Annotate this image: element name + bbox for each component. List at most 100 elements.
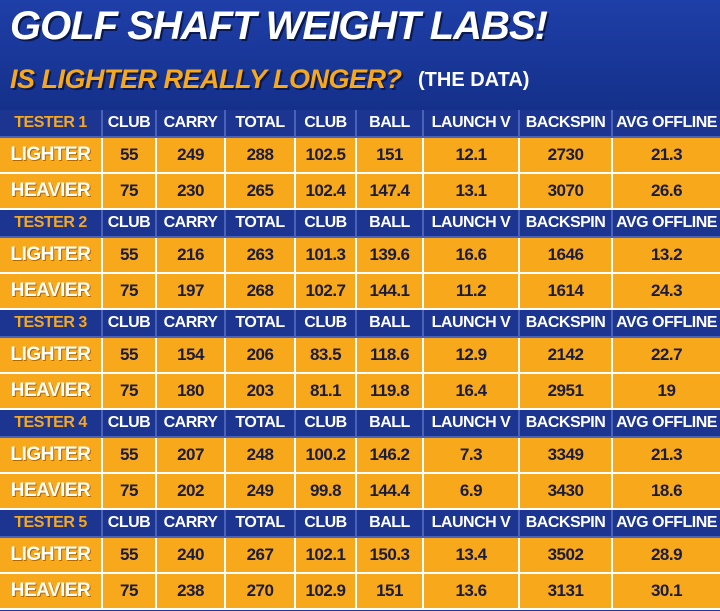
column-header: CARRY [157,210,226,238]
data-cell: 268 [226,274,296,310]
data-cell: 249 [226,474,296,510]
data-cell: 267 [226,538,296,574]
data-cell: 24.3 [613,274,720,310]
group-header-row: TESTER 1 CLUB CARRY TOTAL CLUB BALL LAUNCH V BA… [0,110,720,138]
column-header: TOTAL [226,410,296,438]
data-cell: 3349 [520,438,613,474]
tester-label: TESTER 5 [0,510,103,538]
group-header-row: TESTER 3 CLUB CARRY TOTAL CLUB BALL LAUNCH V BA… [0,310,720,338]
row-label: LIGHTER [0,538,103,574]
data-cell: 102.1 [296,538,357,574]
column-header: AVG OFFLINE [613,110,720,138]
tester-label: TESTER 3 [0,310,103,338]
data-cell: 16.6 [424,238,520,274]
data-cell: 102.5 [296,138,357,174]
column-header: BACKSPIN [520,210,613,238]
column-header: BALL [357,410,424,438]
data-cell: 3502 [520,538,613,574]
data-cell: 13.4 [424,538,520,574]
column-header: AVG OFFLINE [613,410,720,438]
data-cell: 3430 [520,474,613,510]
data-cell: 118.6 [357,338,424,374]
column-header: CARRY [157,110,226,138]
data-cell: 202 [157,474,226,510]
data-row: HEAVIER 75 197 268 102.7 144.1 11.2 1614 24.3 [0,274,720,310]
data-cell: 197 [157,274,226,310]
data-row: LIGHTER 55 216 263 101.3 139.6 16.6 1646 13.2 [0,238,720,274]
tester-label: TESTER 4 [0,410,103,438]
data-cell: 55 [103,538,157,574]
column-header: LAUNCH V [424,510,520,538]
data-cell: 144.1 [357,274,424,310]
column-header: LAUNCH V [424,110,520,138]
data-cell: 2730 [520,138,613,174]
data-cell: 30.1 [613,574,720,610]
data-cell: 206 [226,338,296,374]
group-header-row: TESTER 4 CLUB CARRY TOTAL CLUB BALL LAUNCH V BA… [0,410,720,438]
data-cell: 11.2 [424,274,520,310]
data-cell: 144.4 [357,474,424,510]
data-row: HEAVIER 75 238 270 102.9 151 13.6 3131 30.1 [0,574,720,610]
data-cell: 2142 [520,338,613,374]
data-cell: 249 [157,138,226,174]
data-cell: 154 [157,338,226,374]
data-cell: 12.1 [424,138,520,174]
data-cell: 101.3 [296,238,357,274]
data-cell: 146.2 [357,438,424,474]
data-cell: 238 [157,574,226,610]
data-cell: 102.9 [296,574,357,610]
header: GOLF SHAFT WEIGHT LABS! IS LIGHTER REALL… [0,0,720,110]
data-row: LIGHTER 55 207 248 100.2 146.2 7.3 3349 21.3 [0,438,720,474]
data-cell: 270 [226,574,296,610]
column-header: CLUB [103,510,157,538]
data-cell: 26.6 [613,174,720,210]
row-label: LIGHTER [0,338,103,374]
tester-label: TESTER 2 [0,210,103,238]
column-header: LAUNCH V [424,310,520,338]
data-cell: 55 [103,438,157,474]
data-cell: 75 [103,474,157,510]
data-row: HEAVIER 75 202 249 99.8 144.4 6.9 3430 18.6 [0,474,720,510]
row-label: HEAVIER [0,374,103,410]
data-cell: 3131 [520,574,613,610]
data-cell: 18.6 [613,474,720,510]
row-label: HEAVIER [0,274,103,310]
group-header-row: TESTER 2 CLUB CARRY TOTAL CLUB BALL LAUNCH V BA… [0,210,720,238]
row-label: LIGHTER [0,438,103,474]
column-header: BALL [357,310,424,338]
group-header-row: TESTER 5 CLUB CARRY TOTAL CLUB BALL LAUNCH V BA… [0,510,720,538]
data-cell: 13.6 [424,574,520,610]
data-cell: 75 [103,174,157,210]
column-header: CLUB [103,210,157,238]
row-label: HEAVIER [0,574,103,610]
column-header: CLUB [103,410,157,438]
column-header: CARRY [157,310,226,338]
data-cell: 6.9 [424,474,520,510]
data-cell: 102.7 [296,274,357,310]
data-cell: 151 [357,138,424,174]
title: GOLF SHAFT WEIGHT LABS! [10,4,548,48]
data-cell: 3070 [520,174,613,210]
column-header: BACKSPIN [520,310,613,338]
data-cell: 203 [226,374,296,410]
column-header: CLUB [296,410,357,438]
data-cell: 1614 [520,274,613,310]
column-header: BACKSPIN [520,410,613,438]
column-header: CARRY [157,510,226,538]
column-header: CLUB [296,510,357,538]
row-label: LIGHTER [0,138,103,174]
column-header: AVG OFFLINE [613,210,720,238]
column-header: CLUB [296,210,357,238]
column-header: BACKSPIN [520,510,613,538]
data-cell: 99.8 [296,474,357,510]
data-cell: 139.6 [357,238,424,274]
column-header: BALL [357,510,424,538]
data-cell: 83.5 [296,338,357,374]
data-cell: 150.3 [357,538,424,574]
row-label: HEAVIER [0,474,103,510]
data-row: HEAVIER 75 180 203 81.1 119.8 16.4 2951 19 [0,374,720,410]
data-cell: 75 [103,274,157,310]
data-cell: 55 [103,238,157,274]
data-cell: 22.7 [613,338,720,374]
